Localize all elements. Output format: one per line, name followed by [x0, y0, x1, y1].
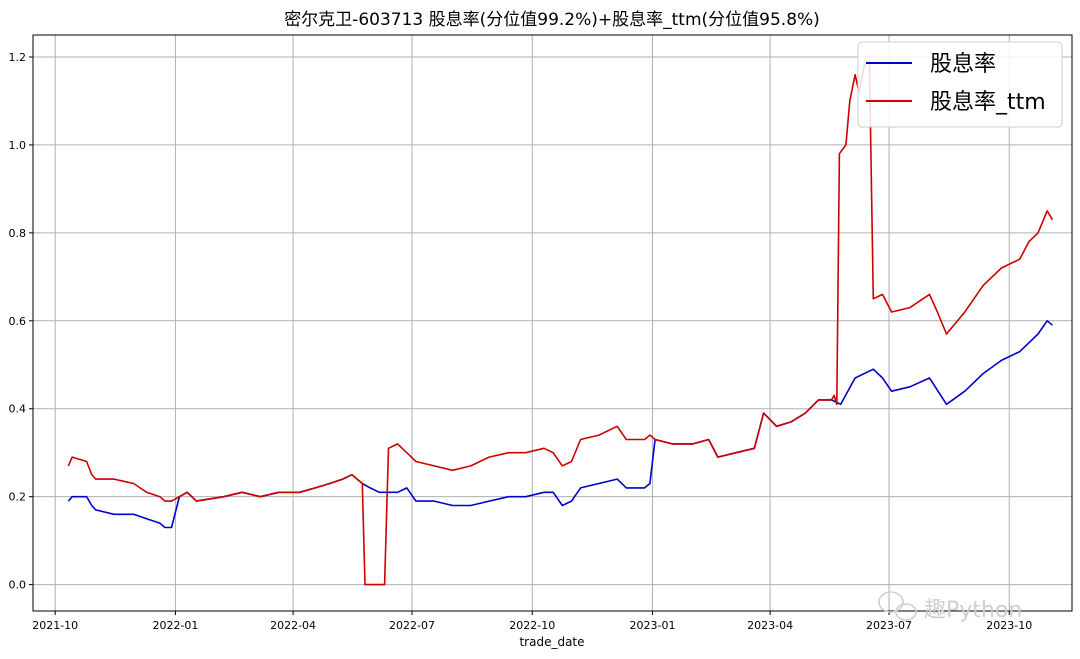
y-tick-label: 0.8: [9, 227, 27, 240]
x-axis-ticks: 2021-10 2022-01 2022-04 2022-07 2022-10 2023-…: [32, 611, 1032, 632]
x-tick-label: 2023-04: [747, 619, 793, 632]
x-tick-label: 2023-01: [629, 619, 675, 632]
legend-label-dividend-yield: 股息率: [930, 52, 996, 77]
watermark: 趣Python: [878, 591, 1022, 623]
y-tick-label: 0.0: [9, 579, 27, 592]
chart-title: 密尔克卫-603713 股息率(分位值99.2%)+股息率_ttm(分位值95.…: [284, 10, 820, 30]
x-tick-label: 2022-07: [389, 619, 435, 632]
y-axis-ticks: 0.0 0.2 0.4 0.6 0.8 1.0 1.2: [9, 51, 33, 592]
x-tick-label: 2023-07: [866, 619, 912, 632]
y-tick-label: 1.0: [9, 139, 27, 152]
y-tick-label: 1.2: [9, 51, 27, 64]
y-tick-label: 0.6: [9, 315, 27, 328]
grid-layer: [33, 35, 1072, 611]
x-tick-label: 2022-04: [270, 619, 316, 632]
series-line-dividend-yield-ttm: [67, 60, 1054, 586]
y-tick-label: 0.4: [9, 403, 27, 416]
wechat-icon: [878, 591, 917, 621]
y-tick-label: 0.2: [9, 491, 27, 504]
x-tick-label: 2022-01: [152, 619, 198, 632]
x-tick-label: 2022-10: [509, 619, 555, 632]
x-tick-label: 2021-10: [32, 619, 78, 632]
x-axis-label: trade_date: [519, 635, 584, 649]
series-layer: [67, 60, 1054, 586]
watermark-text: 趣Python: [924, 598, 1022, 623]
x-tick-label: 2023-10: [986, 619, 1032, 632]
chart-legend: 股息率 股息率_ttm: [857, 41, 1063, 128]
legend-label-dividend-yield-ttm: 股息率_ttm: [930, 90, 1046, 115]
plot-frame: [32, 34, 1073, 612]
